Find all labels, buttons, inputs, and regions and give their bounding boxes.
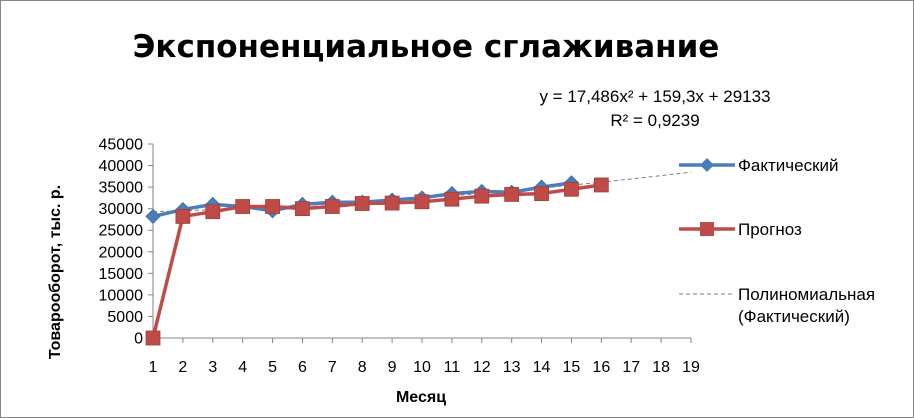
series-line-forecast bbox=[151, 183, 602, 339]
x-tick-label: 14 bbox=[533, 359, 551, 376]
y-axis-ticks: 0 5000 10000 15000 20000 25000 30000 35000 40000… bbox=[99, 137, 153, 348]
x-tick-label: 13 bbox=[503, 359, 521, 376]
data-point-forecast bbox=[593, 177, 609, 193]
legend-label-trendline-line1: Полиномиальная bbox=[738, 285, 875, 304]
legend-item-actual: Фактический bbox=[679, 156, 839, 175]
data-point-forecast bbox=[324, 199, 340, 214]
legend-label-actual: Фактический bbox=[738, 156, 839, 175]
y-tick-label: 15000 bbox=[99, 266, 144, 283]
data-point-forecast bbox=[504, 187, 520, 202]
data-point-forecast bbox=[265, 199, 280, 214]
data-point-forecast bbox=[444, 191, 460, 207]
legend-label-forecast: Прогноз bbox=[738, 220, 802, 239]
legend-marker-forecast bbox=[700, 222, 714, 236]
y-tick-label: 30000 bbox=[99, 201, 144, 218]
trendline-r-squared: R² = 0,9239 bbox=[610, 111, 699, 130]
y-tick-label: 10000 bbox=[99, 287, 144, 304]
x-tick-label: 18 bbox=[652, 359, 670, 376]
x-tick-label: 7 bbox=[328, 359, 337, 376]
y-tick-label: 35000 bbox=[99, 180, 144, 197]
y-tick-label: 25000 bbox=[99, 223, 144, 240]
data-point-forecast bbox=[474, 188, 490, 204]
data-point-actual bbox=[145, 208, 161, 224]
x-tick-label: 1 bbox=[149, 359, 158, 376]
data-point-forecast bbox=[295, 201, 310, 217]
x-tick-label: 8 bbox=[358, 359, 367, 376]
trendline-equation: y = 17,486x² + 159,3x + 29133 bbox=[539, 87, 770, 106]
x-axis-title: Месяц bbox=[396, 389, 446, 406]
x-axis-ticks: 1 2 3 4 5 6 7 8 9 10 11 12 13 14 15 16 17 18 19 bbox=[149, 338, 700, 376]
legend: Фактический Прогноз Полиномиальная (Факт… bbox=[679, 156, 880, 326]
data-point-forecast bbox=[205, 204, 221, 220]
y-tick-label: 40000 bbox=[99, 158, 144, 175]
data-point-forecast bbox=[145, 330, 161, 346]
data-point-forecast bbox=[235, 199, 251, 214]
y-tick-label: 20000 bbox=[99, 244, 144, 261]
x-tick-label: 16 bbox=[592, 359, 610, 376]
plot-area bbox=[145, 171, 692, 346]
legend-item-trendline: Полиномиальная (Фактический) bbox=[679, 285, 880, 326]
legend-item-forecast: Прогноз bbox=[679, 220, 802, 239]
x-tick-label: 2 bbox=[178, 359, 187, 376]
legend-marker-actual bbox=[700, 158, 714, 172]
x-tick-label: 10 bbox=[413, 359, 431, 376]
x-tick-label: 17 bbox=[622, 359, 640, 376]
x-tick-label: 19 bbox=[682, 359, 700, 376]
data-point-forecast bbox=[414, 194, 430, 210]
data-point-forecast bbox=[384, 195, 400, 211]
data-point-forecast bbox=[354, 196, 370, 211]
y-tick-label: 45000 bbox=[99, 137, 144, 154]
data-point-forecast bbox=[175, 209, 191, 224]
legend-label-trendline: Полиномиальная (Фактический) bbox=[738, 285, 880, 326]
x-tick-label: 4 bbox=[238, 359, 247, 376]
x-tick-label: 9 bbox=[388, 359, 397, 376]
x-tick-label: 6 bbox=[298, 359, 307, 376]
y-tick-label: 0 bbox=[134, 331, 143, 348]
x-tick-label: 15 bbox=[563, 359, 581, 376]
legend-label-trendline-line2: (Фактический) bbox=[738, 307, 850, 326]
x-tick-label: 12 bbox=[473, 359, 491, 376]
data-point-forecast bbox=[534, 186, 549, 201]
data-point-forecast bbox=[564, 181, 579, 197]
y-tick-label: 5000 bbox=[107, 309, 143, 326]
x-tick-label: 11 bbox=[444, 359, 461, 376]
y-axis-title: Товарооборот, тыс. р. bbox=[47, 185, 64, 359]
x-tick-label: 5 bbox=[268, 359, 277, 376]
x-tick-label: 3 bbox=[208, 359, 217, 376]
chart-title: Экспоненциальное сглаживание bbox=[133, 29, 720, 65]
